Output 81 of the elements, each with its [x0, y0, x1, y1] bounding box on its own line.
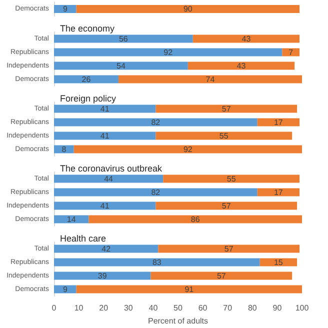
bar [156, 131, 292, 140]
bar [54, 188, 258, 196]
bar [150, 271, 292, 280]
chart-title: The coronavirus outbreak [60, 163, 163, 173]
data-label: 90 [183, 4, 193, 14]
x-tick-label: 50 [174, 303, 183, 312]
data-label: 17 [274, 117, 284, 126]
data-label: 43 [242, 34, 252, 43]
data-label: 92 [164, 47, 174, 56]
data-label: 9 [62, 284, 68, 294]
bar [54, 201, 156, 210]
bar [118, 74, 302, 83]
data-label: 44 [104, 174, 114, 183]
bar [54, 284, 76, 293]
data-label: 39 [98, 270, 108, 280]
x-tick-label: 100 [295, 303, 310, 312]
data-label: 9 [62, 4, 68, 14]
data-label: 17 [274, 187, 284, 196]
data-label: 57 [222, 104, 232, 113]
bar [54, 104, 156, 112]
data-label: 74 [206, 74, 216, 84]
data-label: 14 [66, 214, 76, 224]
x-tick-label: 90 [272, 303, 282, 312]
chart-title: The economy [60, 23, 116, 33]
data-label: 26 [82, 74, 92, 84]
data-label: 57 [224, 244, 234, 253]
bar [257, 188, 300, 196]
data-label: 54 [116, 60, 126, 70]
bar [282, 48, 300, 56]
x-tick-label: 10 [74, 303, 84, 312]
data-label: 57 [222, 200, 232, 210]
data-label: 57 [216, 270, 226, 280]
data-label: 83 [152, 257, 162, 266]
data-label: 82 [151, 187, 161, 196]
x-tick-label: 20 [99, 303, 109, 312]
bar [54, 258, 260, 266]
bar [54, 244, 158, 252]
x-tick-label: 80 [248, 303, 258, 312]
bar [54, 214, 89, 223]
data-label: 92 [183, 144, 193, 154]
data-label: 7 [288, 47, 294, 56]
bar [54, 174, 164, 182]
bar [192, 34, 300, 42]
bar [158, 244, 300, 252]
bar [54, 118, 258, 126]
data-label: 15 [274, 257, 284, 266]
bar [156, 104, 298, 112]
bar [163, 174, 300, 182]
x-tick-label: 40 [148, 303, 158, 312]
bar [260, 258, 298, 266]
bar [54, 131, 156, 140]
bar [54, 61, 188, 70]
data-label: 86 [190, 214, 200, 224]
x-tick-label: 30 [124, 303, 134, 312]
bar [88, 214, 302, 223]
data-label: 55 [219, 130, 229, 140]
data-label: 41 [100, 200, 110, 210]
chart-title: Health care [60, 233, 106, 243]
data-label: 82 [151, 117, 161, 126]
data-label: 91 [184, 284, 194, 294]
data-label: 42 [102, 244, 112, 253]
data-label: 43 [236, 60, 246, 70]
data-label: 56 [118, 34, 128, 43]
bar [54, 34, 193, 42]
x-tick-label: 0 [52, 303, 57, 312]
x-tick-label: 60 [198, 303, 208, 312]
bar [74, 144, 302, 153]
bar [156, 201, 298, 210]
bar [188, 61, 295, 70]
bar [54, 271, 151, 280]
chart-title: Foreign policy [60, 93, 117, 103]
x-axis-title: Percent of adults [148, 316, 208, 325]
data-label: 41 [100, 104, 110, 113]
bar [257, 118, 300, 126]
data-label: 8 [62, 144, 67, 154]
x-tick-label: 70 [223, 303, 233, 312]
bar [54, 74, 118, 83]
bar [54, 48, 282, 56]
data-label: 41 [100, 130, 110, 140]
data-label: 55 [226, 174, 236, 183]
bar [76, 284, 302, 293]
